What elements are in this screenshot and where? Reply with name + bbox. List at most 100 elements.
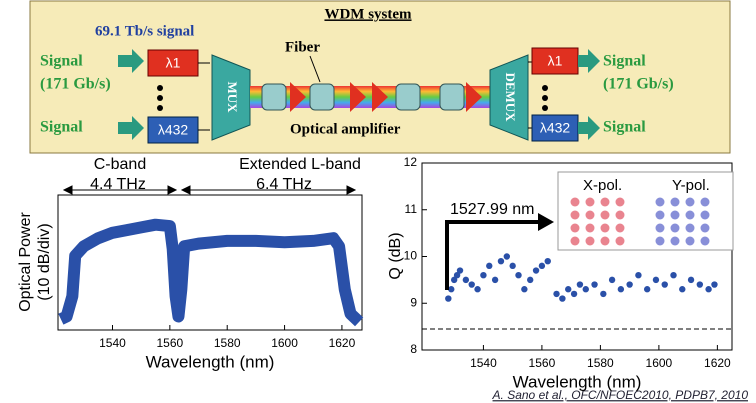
receiver (531, 114, 579, 142)
constellation (655, 197, 665, 207)
constellation (615, 223, 625, 233)
constellation (670, 223, 680, 233)
constellation (700, 223, 710, 233)
y-axis-label: Q (dB) (387, 232, 404, 279)
point (456, 267, 464, 274)
lambda: λ1 (166, 55, 181, 71)
lambda: λ432 (158, 122, 189, 138)
point (532, 267, 540, 274)
demux-label: DEMUX (503, 72, 518, 122)
constellation (570, 210, 580, 220)
rate: 69.1 Tb/s signal (95, 23, 194, 39)
x-tick-label: 1560 (156, 336, 183, 350)
y-tick-label: 10 (404, 249, 418, 263)
point (576, 281, 584, 288)
x-tick-label: 1540 (99, 336, 126, 350)
citation: A. Sano et al., OFC/NFOEC2010, PDPB7, 20… (492, 388, 749, 402)
constellation (585, 223, 595, 233)
signal-label: Signal (603, 53, 646, 70)
constellation (615, 197, 625, 207)
constellation (670, 236, 680, 246)
diagram-box (29, 0, 731, 154)
arrow (118, 49, 144, 140)
amplifier-label: Optical amplifier (290, 121, 401, 137)
point (635, 272, 642, 279)
signal-label: Signal (40, 53, 83, 70)
annotation: 6.4 THz (256, 176, 312, 193)
y-tick-label: 12 (404, 155, 418, 169)
inset-label: X-pol. (583, 177, 622, 194)
point (450, 276, 458, 284)
point (617, 286, 625, 293)
dots (157, 85, 548, 111)
diagram-title: WDM system (324, 6, 412, 22)
constellation (570, 236, 580, 246)
band-arrow (62, 185, 357, 195)
point (544, 257, 551, 265)
point (468, 281, 475, 288)
point (486, 262, 493, 270)
constellation (600, 223, 610, 233)
constellation (700, 210, 710, 220)
x-tick-label: 1600 (271, 336, 298, 350)
amplifiers (290, 82, 482, 112)
y-axis-label: Optical Power (17, 212, 34, 312)
constellation (685, 223, 695, 233)
constellation (685, 210, 695, 220)
point (553, 290, 560, 298)
demux (489, 54, 529, 141)
point (582, 286, 589, 293)
x-axis-label: Wavelength (nm) (146, 352, 275, 371)
constellation (570, 197, 580, 207)
point (527, 276, 534, 284)
annotation: Extended L-band (239, 156, 361, 173)
x-tick-label: 1560 (529, 356, 556, 370)
fiber-spools (261, 83, 465, 111)
x-tick-label: 1600 (646, 356, 673, 370)
point (570, 290, 578, 298)
constellation (655, 223, 665, 233)
point (462, 276, 470, 284)
arrow (578, 49, 600, 140)
point (679, 286, 686, 293)
x-tick-label: 1580 (214, 336, 241, 350)
y-axis-label: (10 dB/div) (36, 223, 53, 300)
constellation (685, 197, 695, 207)
point (453, 272, 461, 279)
point (448, 286, 455, 293)
x-tick-label: 1540 (470, 356, 497, 370)
point (670, 272, 677, 279)
annotation: C-band (94, 156, 146, 173)
annotation: 1527.99 nm (450, 201, 535, 218)
point (652, 276, 660, 284)
pointer-arrow (445, 220, 540, 290)
constellation (670, 197, 680, 207)
signal-label: Signal (40, 119, 83, 136)
annotation: 4.4 THz (90, 176, 146, 193)
constellation (585, 236, 595, 246)
constellation (655, 210, 665, 220)
pointer-head (538, 213, 554, 231)
point (696, 281, 704, 288)
constellation (600, 197, 610, 207)
spectrum (58, 218, 364, 327)
y-tick-label: 11 (405, 202, 418, 216)
point (600, 290, 607, 298)
signal-label: Signal (603, 119, 646, 136)
wdm-diagram: WDM system 69.1 Tb/s signal Signal (171 … (29, 0, 731, 154)
plot-frame (57, 194, 363, 331)
constellation (600, 210, 610, 220)
y-tick-label: 9 (410, 295, 417, 309)
constellation (615, 210, 625, 220)
point (687, 276, 695, 284)
point (538, 262, 546, 270)
x-tick-label: 1580 (587, 356, 614, 370)
constellation (655, 236, 665, 246)
point (480, 272, 487, 279)
mux-label: MUX (225, 81, 240, 113)
constellation (570, 223, 580, 233)
receiver (531, 47, 579, 75)
point (591, 281, 598, 288)
constellation (600, 236, 610, 246)
point (497, 257, 505, 265)
